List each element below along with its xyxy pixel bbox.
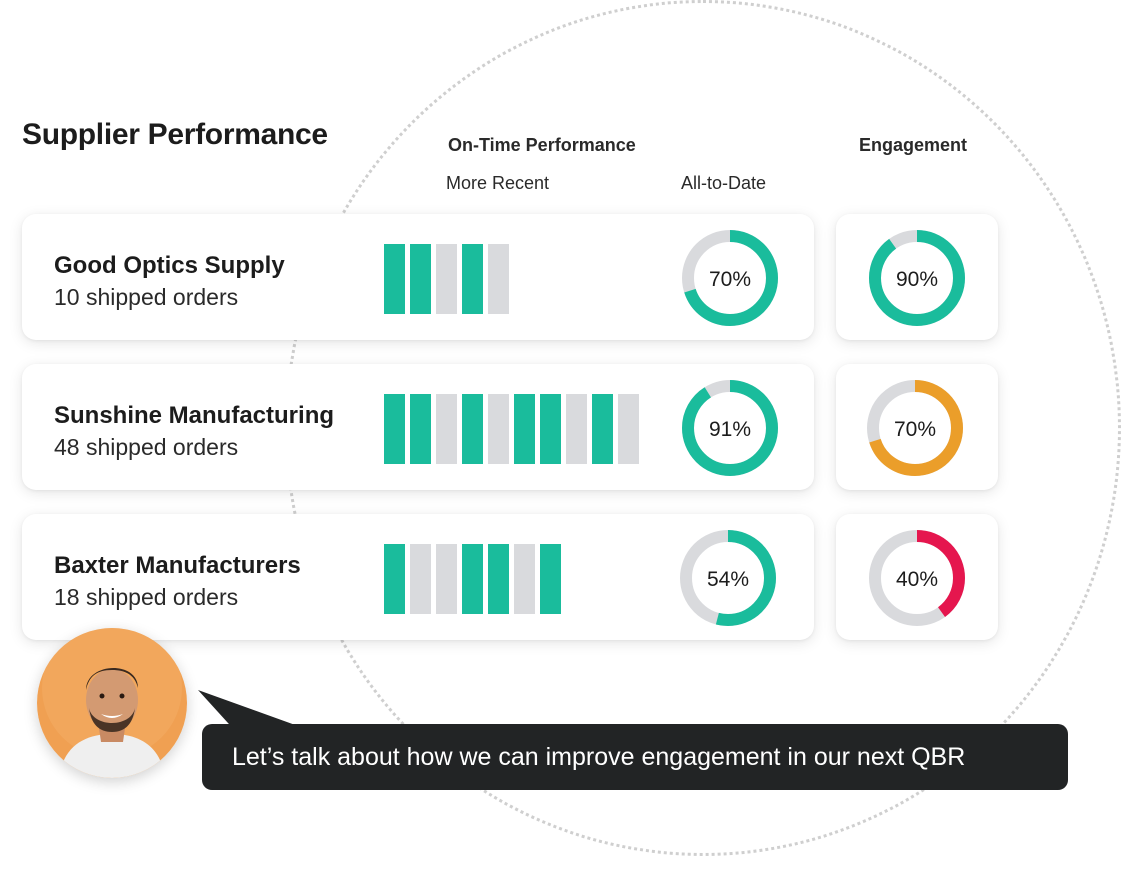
late-bar [436,544,457,614]
on-time-bar [462,394,483,464]
engagement-donut: 90% [869,230,965,326]
donut-value-arc [869,530,965,626]
header-more-recent: More Recent [446,173,550,193]
all-to-date-donut: 70% [682,230,778,326]
engagement-donut: 40% [869,530,965,626]
engagement-card[interactable]: 70% [836,364,998,490]
late-bar [488,244,509,314]
engagement-card[interactable]: 40% [836,514,998,640]
on-time-bar [488,544,509,614]
page-title: Supplier Performance [22,118,328,151]
supplier-name: Sunshine Manufacturing [54,402,335,429]
supplier-card[interactable]: Good Optics Supply 10 shipped orders 70% [22,214,814,340]
person-avatar [37,628,187,778]
all-to-date-donut: 91% [682,380,778,476]
shipped-orders: 18 shipped orders [54,584,239,610]
on-time-bar [410,244,431,314]
supplier-name: Good Optics Supply [54,252,285,279]
late-bar [410,544,431,614]
late-bar [436,244,457,314]
shipped-orders: 48 shipped orders [54,434,239,460]
header-on-time-performance: On-Time Performance [448,135,636,155]
donut-label: 70% [709,268,751,291]
shipped-orders: 10 shipped orders [54,284,239,310]
on-time-bar [410,394,431,464]
donut-label: 90% [896,268,938,291]
supplier-card[interactable]: Sunshine Manufacturing 48 shipped orders… [22,364,814,490]
recent-performance-bars [384,244,509,314]
donut-value-arc [869,230,965,326]
on-time-bar [462,244,483,314]
donut-label: 54% [707,568,749,591]
header-all-to-date: All-to-Date [681,173,767,193]
donut-label: 91% [709,418,751,441]
donut-label: 40% [896,568,938,591]
speech-bubble-tail [198,690,298,734]
donut-value-arc [682,380,778,476]
recent-performance-bars [384,544,561,614]
on-time-bar [384,544,405,614]
recent-performance-bars [384,394,639,464]
all-to-date-donut: 54% [680,530,776,626]
on-time-bar [462,544,483,614]
on-time-bar [514,394,535,464]
on-time-bar [384,394,405,464]
engagement-card[interactable]: 90% [836,214,998,340]
donut-label: 70% [894,418,936,441]
late-bar [618,394,639,464]
donut-value-arc [867,380,963,476]
supplier-name: Baxter Manufacturers [54,552,301,579]
on-time-bar [540,394,561,464]
donut-value-arc [682,230,778,326]
late-bar [566,394,587,464]
on-time-bar [592,394,613,464]
chat-message-text: Let’s talk about how we can improve enga… [232,743,966,771]
chat-message-bubble: Let’s talk about how we can improve enga… [202,724,1068,790]
on-time-bar [384,244,405,314]
engagement-donut: 70% [867,380,963,476]
late-bar [436,394,457,464]
person-avatar-icon [37,628,187,778]
header-engagement: Engagement [859,135,968,155]
donut-value-arc [680,530,776,626]
on-time-bar [540,544,561,614]
supplier-card[interactable]: Baxter Manufacturers 18 shipped orders 5… [22,514,814,640]
late-bar [488,394,509,464]
late-bar [514,544,535,614]
